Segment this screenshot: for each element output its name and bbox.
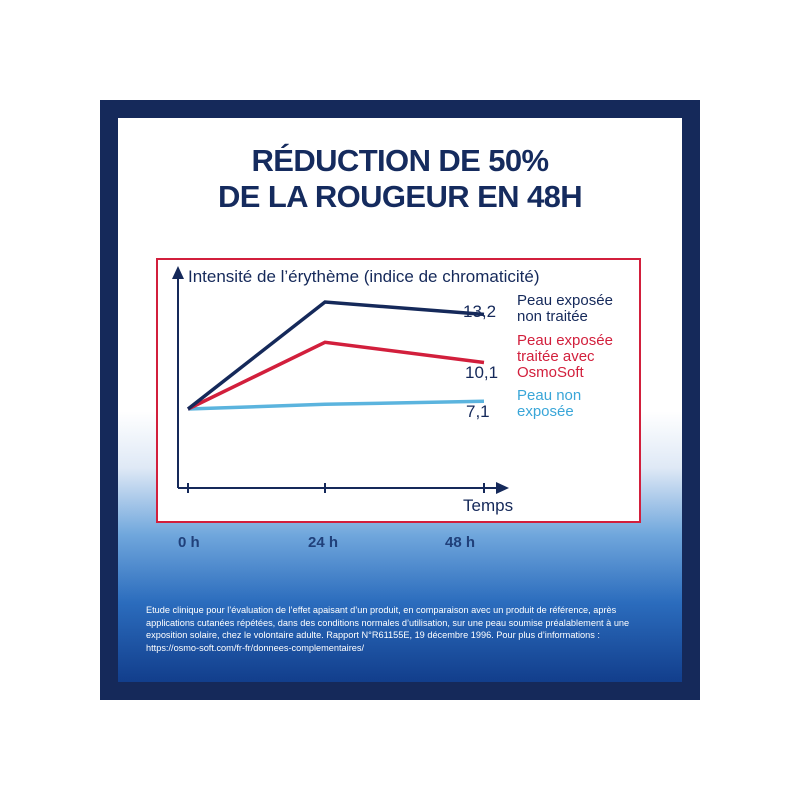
legend-unexposed-line1: Peau non [517, 387, 582, 404]
x-tick-label-48h: 48 h [445, 534, 476, 551]
data-label-unexposed: 7,1 [466, 402, 490, 421]
series-line-1 [187, 340, 485, 411]
y-axis-label: Intensité de l’érythème (indice de chrom… [188, 267, 540, 286]
series-line-2 [187, 399, 485, 411]
footnote: Etude clinique pour l’évaluation de l’ef… [146, 605, 630, 653]
title-line-2: DE LA ROUGEUR EN 48H [217, 179, 583, 214]
title-line-1: RÉDUCTION DE 50% [251, 143, 549, 178]
x-tick-label-0h: 0 h [178, 534, 200, 551]
data-label-untreated: 13,2 [463, 302, 497, 321]
x-axis-label: Temps [463, 496, 514, 515]
x-tick-label-24h: 24 h [308, 534, 339, 551]
legend-unexposed-line2: exposée [517, 403, 574, 420]
legend-treated-line2: traitée avec [517, 348, 595, 365]
legend-treated: Peau exposée traitée avec OsmoSoft [517, 333, 613, 381]
legend-unexposed: Peau non exposée [517, 388, 581, 420]
x-axis-arrow [496, 482, 509, 494]
legend-treated-line1: Peau exposée [517, 332, 613, 349]
legend-untreated: Peau exposée non traitée [517, 293, 613, 325]
y-axis-arrow [172, 266, 184, 279]
legend-untreated-line2: non traitée [517, 308, 588, 325]
legend-untreated-line1: Peau exposée [517, 292, 613, 309]
data-label-treated: 10,1 [465, 363, 499, 382]
legend-treated-line3: OsmoSoft [517, 364, 584, 381]
chart-axes [172, 266, 509, 494]
chart-box [156, 258, 641, 523]
series-line-0 [186, 300, 485, 411]
